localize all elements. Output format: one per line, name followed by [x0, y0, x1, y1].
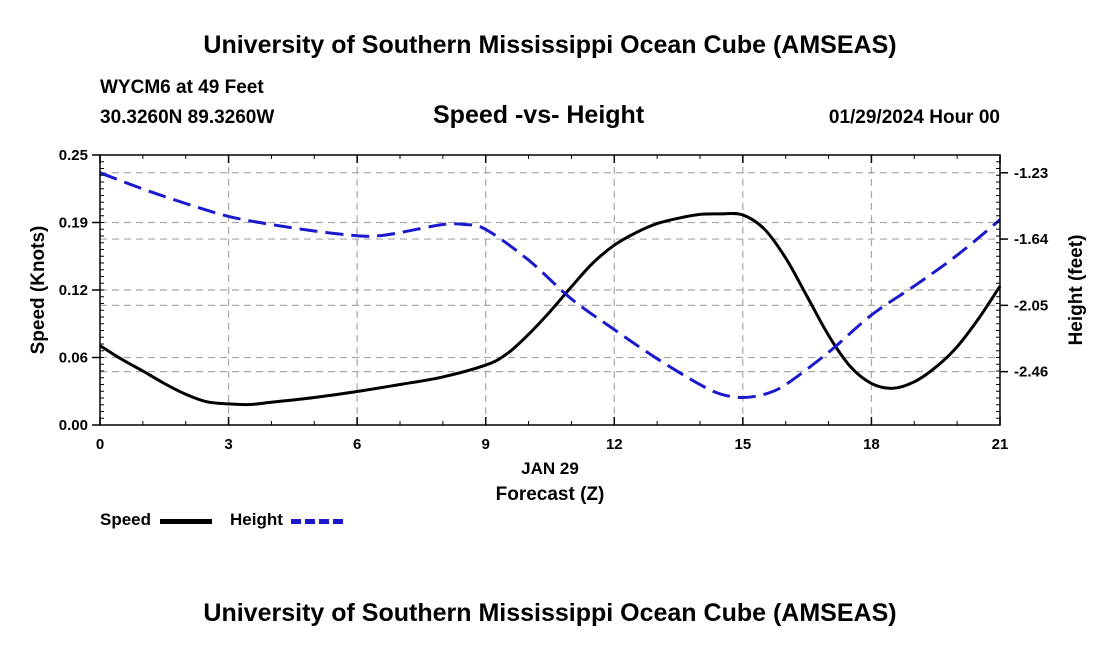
x-tick-label: 3	[224, 436, 232, 453]
x-sublabel: JAN 29	[521, 459, 579, 478]
x-axis-title: Forecast (Z)	[496, 484, 605, 505]
axes: 0 3 6 9 12 15 18 21 0.00 0.06 0.12 0.19 0.25 -1.23 -1.…	[28, 147, 1087, 505]
legend-speed-label: Speed	[100, 510, 152, 529]
legend-speed-swatch	[160, 519, 212, 524]
grid	[100, 155, 1000, 425]
y2-tick-label: -1.64	[1014, 231, 1049, 248]
series-layer	[99, 171, 1002, 407]
x-tick-label: 21	[992, 436, 1009, 453]
y2-tick-label: -1.23	[1014, 165, 1048, 182]
chart-subtitle: Speed -vs- Height	[433, 101, 645, 129]
y-tick-label: 0.19	[59, 215, 88, 232]
y2-axis-title: Height (feet)	[1066, 235, 1087, 346]
y-tick-label: 0.12	[59, 282, 88, 299]
x-tick-label: 9	[482, 436, 490, 453]
legend-height-label: Height	[230, 510, 283, 529]
x-tick-label: 15	[735, 436, 752, 453]
y-tick-label: 0.00	[59, 417, 88, 434]
station-label: WYCM6 at 49 Feet	[100, 77, 264, 98]
legend-height-swatch	[291, 519, 343, 524]
forecast-datetime: 01/29/2024 Hour 00	[828, 107, 1000, 128]
y-tick-label: 0.25	[59, 147, 88, 164]
x-tick-label: 12	[606, 436, 623, 453]
x-tick-label: 18	[863, 436, 880, 453]
footer-title: University of Southern Mississippi Ocean…	[203, 599, 897, 627]
x-tick-label: 6	[353, 436, 361, 453]
coordinates-label: 30.3260N 89.3260W	[100, 107, 275, 128]
x-tick-label: 0	[96, 436, 104, 453]
speed-series-line	[99, 211, 1002, 407]
y2-tick-label: -2.05	[1014, 297, 1048, 314]
y-axis-title: Speed (Knots)	[28, 226, 49, 355]
page-title: University of Southern Mississippi Ocean…	[203, 31, 897, 59]
y-tick-label: 0.06	[59, 350, 88, 367]
y2-tick-label: -2.46	[1014, 364, 1048, 381]
height-series-line	[99, 171, 1001, 399]
